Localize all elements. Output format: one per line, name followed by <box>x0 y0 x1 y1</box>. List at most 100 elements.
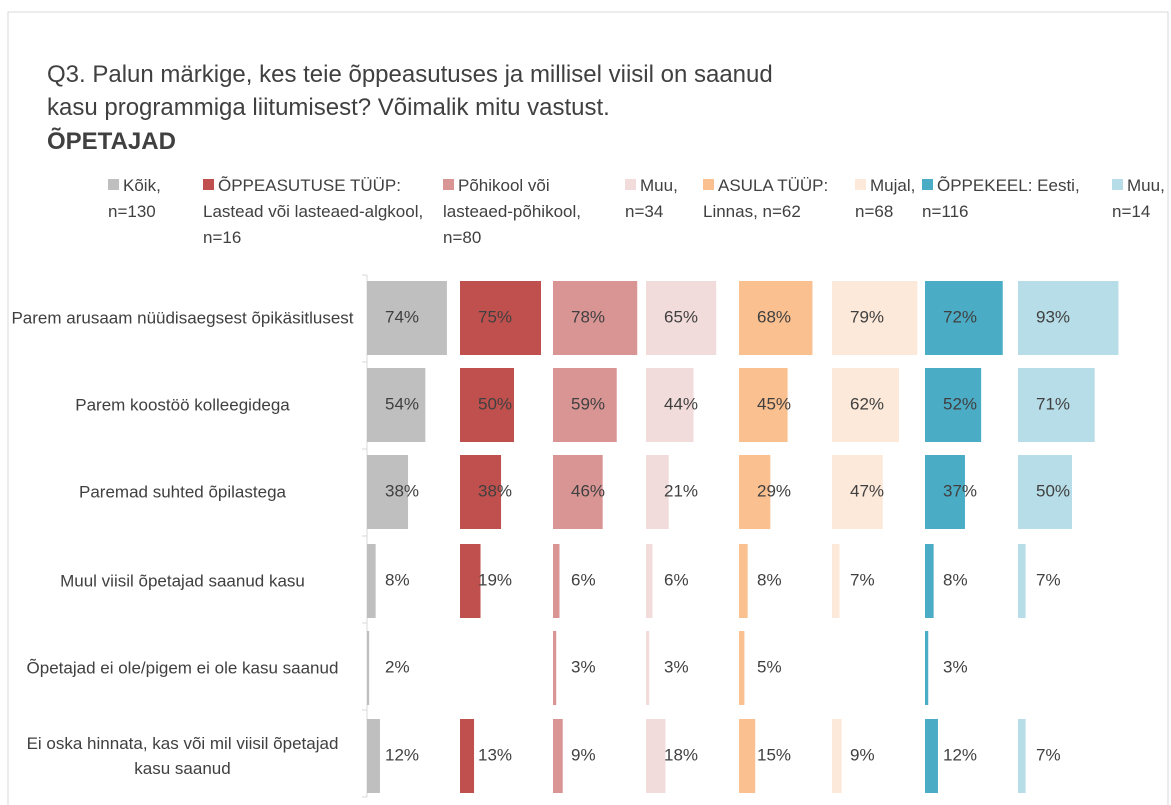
value-label: 38% <box>478 481 512 500</box>
bar <box>925 544 934 618</box>
value-label: 3% <box>664 657 689 676</box>
bar <box>739 544 748 618</box>
frame <box>7 11 1169 805</box>
value-label: 3% <box>571 657 596 676</box>
value-label: 72% <box>943 307 977 326</box>
bar <box>1018 368 1095 442</box>
legend-label: Muu, n=14 <box>1112 176 1165 221</box>
value-label: 18% <box>664 745 698 764</box>
bar <box>925 719 938 793</box>
bar <box>553 719 563 793</box>
legend-item: Muu, n=14 <box>1112 173 1170 225</box>
legend-item: ASULA TÜÜP: Linnas, n=62 <box>703 173 853 225</box>
value-label: 54% <box>385 394 419 413</box>
bar <box>553 631 557 705</box>
bar <box>925 281 1003 355</box>
legend-swatch <box>922 179 933 190</box>
value-label: 29% <box>757 481 791 500</box>
bar <box>367 455 409 529</box>
chart-title: Q3. Palun märkige, kes teie õppeasutuses… <box>47 61 773 121</box>
value-label: 71% <box>1036 394 1070 413</box>
value-label: 12% <box>943 745 977 764</box>
value-label: 8% <box>385 570 410 589</box>
value-label: 65% <box>664 307 698 326</box>
bar <box>1018 455 1072 529</box>
bar <box>925 631 929 705</box>
value-label: 79% <box>850 307 884 326</box>
value-label: 6% <box>664 570 689 589</box>
bar <box>460 544 481 618</box>
value-label: 50% <box>1036 481 1070 500</box>
category-label: Ei oska hinnata, kas või mil viisil õpet… <box>26 734 339 778</box>
bar <box>925 368 982 442</box>
bar <box>739 281 813 355</box>
value-label: 9% <box>850 745 875 764</box>
bar <box>925 455 965 529</box>
category-label: Muul viisil õpetajad saanud kasu <box>60 571 305 591</box>
value-label: 68% <box>757 307 791 326</box>
bar <box>832 544 840 618</box>
bar <box>553 281 638 355</box>
bar <box>367 631 370 705</box>
legend-label: ÕPPEASUTUSE TÜÜP: Lastead või lasteaed-a… <box>203 176 424 247</box>
bar <box>367 719 380 793</box>
bar <box>832 455 883 529</box>
value-label: 75% <box>478 307 512 326</box>
bar <box>1018 281 1119 355</box>
value-label: 93% <box>1036 307 1070 326</box>
legend-item: Muu, n=34 <box>625 173 700 225</box>
legend-label: Mujal, n=68 <box>855 176 916 221</box>
bar <box>739 631 745 705</box>
bar <box>460 719 475 793</box>
legend-item: Mujal, n=68 <box>855 173 925 225</box>
legend-item: Kõik, n=130 <box>108 173 200 225</box>
legend-swatch <box>703 179 714 190</box>
bar <box>646 544 653 618</box>
bar <box>1018 544 1026 618</box>
bar <box>553 455 603 529</box>
category-label: Parem arusaam nüüdisaegsest õpikäsitluse… <box>11 308 354 328</box>
bar <box>832 719 842 793</box>
bar <box>739 368 788 442</box>
legend-label: ÕPPEKEEL: Eesti, n=116 <box>922 176 1080 221</box>
value-label: 15% <box>757 745 791 764</box>
bar <box>832 281 918 355</box>
legend-item: ÕPPEASUTUSE TÜÜP: Lastead või lasteaed-a… <box>203 173 441 251</box>
category-label: Parem koostöö kolleegidega <box>75 395 290 415</box>
value-label: 50% <box>478 394 512 413</box>
bar <box>832 368 899 442</box>
value-label: 9% <box>571 745 596 764</box>
value-label: 52% <box>943 394 977 413</box>
bar <box>460 368 514 442</box>
bar <box>553 544 560 618</box>
value-label: 74% <box>385 307 419 326</box>
bar <box>739 455 771 529</box>
chart-subtitle: ÕPETAJAD <box>47 128 176 155</box>
value-label: 44% <box>664 394 698 413</box>
legend-swatch <box>203 179 214 190</box>
bar <box>460 455 502 529</box>
value-label: 12% <box>385 745 419 764</box>
value-label: 7% <box>1036 745 1061 764</box>
value-label: 8% <box>943 570 968 589</box>
bar <box>1018 719 1026 793</box>
value-label: 5% <box>757 657 782 676</box>
value-label: 6% <box>571 570 596 589</box>
value-label: 62% <box>850 394 884 413</box>
value-label: 8% <box>757 570 782 589</box>
legend-item: ÕPPEKEEL: Eesti, n=116 <box>922 173 1107 225</box>
category-label: Õpetajad ei ole/pigem ei ole kasu saanud <box>26 658 339 678</box>
bar <box>367 281 447 355</box>
value-label: 3% <box>943 657 968 676</box>
legend-swatch <box>1112 179 1123 190</box>
legend-label: Põhikool või lasteaed-põhikool, n=80 <box>443 176 581 247</box>
bar <box>646 631 650 705</box>
legend-swatch <box>443 179 454 190</box>
value-label: 19% <box>478 570 512 589</box>
bar <box>460 281 541 355</box>
bar <box>739 719 756 793</box>
value-label: 45% <box>757 394 791 413</box>
legend-item: Põhikool või lasteaed-põhikool, n=80 <box>443 173 613 251</box>
